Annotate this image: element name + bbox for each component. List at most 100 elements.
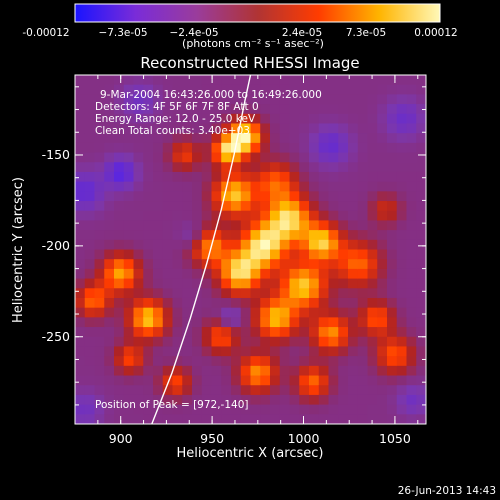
heatmap-cell <box>328 162 339 173</box>
heatmap-cell <box>406 268 417 280</box>
heatmap-cell <box>114 317 125 328</box>
heatmap-cell <box>201 307 213 318</box>
heatmap-cell <box>211 327 222 338</box>
heatmap-cell <box>357 133 369 144</box>
heatmap-cell <box>201 230 213 241</box>
heatmap-cell <box>367 356 378 367</box>
heatmap-cell <box>250 201 261 212</box>
heatmap-cell <box>153 191 164 202</box>
heatmap-cell <box>133 162 144 173</box>
heatmap-cell <box>309 152 320 163</box>
heatmap-cell <box>299 123 310 134</box>
heatmap-cell <box>338 404 349 415</box>
heatmap-cell <box>153 181 164 192</box>
heatmap-cell <box>279 297 291 309</box>
heatmap-cell <box>201 336 213 348</box>
heatmap-cell <box>172 278 183 289</box>
heatmap-cell <box>162 191 174 202</box>
heatmap-cell <box>416 317 426 328</box>
heatmap-cell <box>172 104 183 115</box>
heatmap-cell <box>84 317 96 328</box>
heatmap-cell <box>133 317 144 328</box>
heatmap-cell <box>172 123 183 134</box>
heatmap-cell <box>289 346 300 357</box>
heatmap-cell <box>114 191 125 202</box>
heatmap-cell <box>192 181 203 192</box>
heatmap-cell <box>377 220 388 231</box>
heatmap-cell <box>328 394 339 406</box>
heatmap-cell <box>114 259 125 270</box>
heatmap-cell <box>260 346 271 357</box>
footer-timestamp: 26-Jun-2013 14:43 <box>398 485 496 497</box>
heatmap-cell <box>114 171 125 183</box>
heatmap-cell <box>84 404 96 415</box>
heatmap-cell <box>94 385 105 396</box>
heatmap-cell <box>309 327 320 338</box>
heatmap-cell <box>387 171 398 183</box>
heatmap-cell <box>357 278 369 289</box>
heatmap-cell <box>211 239 222 251</box>
heatmap-cell <box>309 123 320 134</box>
heatmap-cell <box>94 268 105 280</box>
heatmap-cell <box>231 210 242 222</box>
heatmap-cell <box>172 404 183 415</box>
heatmap-cell <box>357 171 369 183</box>
heatmap-cell <box>75 162 86 173</box>
heatmap-cell <box>201 181 213 192</box>
heatmap-cell <box>201 365 213 377</box>
heatmap-cell <box>328 268 339 280</box>
colorbar-unit-label: (photons cm⁻² s⁻¹ asec⁻²) <box>182 37 324 50</box>
heatmap-cell <box>357 375 369 386</box>
heatmap-cell <box>192 220 203 231</box>
heatmap-cell <box>114 268 125 280</box>
heatmap-cell <box>143 268 154 280</box>
heatmap-cell <box>172 365 183 377</box>
heatmap-cell <box>162 375 174 386</box>
heatmap-cell <box>250 317 261 328</box>
heatmap-cell <box>250 94 261 105</box>
heatmap-cell <box>75 171 86 183</box>
heatmap-cell <box>406 249 417 260</box>
heatmap-cell <box>289 84 300 95</box>
heatmap-cell <box>406 75 417 86</box>
heatmap-cell <box>221 171 232 183</box>
heatmap-cell <box>162 84 174 95</box>
heatmap-cell <box>153 307 164 318</box>
heatmap-cell <box>104 365 115 377</box>
heatmap-cell <box>162 404 174 415</box>
heatmap-cell <box>338 84 349 95</box>
heatmap-cell <box>75 414 86 424</box>
heatmap-cell <box>84 191 96 202</box>
heatmap-cell <box>114 210 125 222</box>
heatmap-cell <box>123 346 135 357</box>
heatmap-cell <box>201 191 213 202</box>
heatmap-cell <box>104 268 115 280</box>
heatmap-cell <box>377 104 388 115</box>
heatmap-cell <box>416 307 426 318</box>
heatmap-cell <box>270 162 281 173</box>
heatmap-cell <box>309 297 320 309</box>
heatmap-cell <box>143 375 154 386</box>
heatmap-cell <box>250 113 261 125</box>
heatmap-cell <box>94 210 105 222</box>
heatmap-cell <box>270 346 281 357</box>
heatmap-cell <box>318 278 330 289</box>
heatmap-cell <box>221 346 232 357</box>
heatmap-cell <box>250 278 261 289</box>
heatmap-cell <box>328 414 339 424</box>
heatmap-cell <box>396 288 408 299</box>
heatmap-cell <box>192 104 203 115</box>
heatmap-cell <box>338 142 349 154</box>
heatmap-cell <box>260 317 271 328</box>
heatmap-cell <box>162 414 174 424</box>
y-tick-label: -250 <box>42 329 70 344</box>
heatmap-cell <box>153 171 164 183</box>
heatmap-cell <box>377 94 388 105</box>
heatmap-cell <box>192 414 203 424</box>
heatmap-cell <box>192 394 203 406</box>
heatmap-cell <box>270 220 281 231</box>
heatmap-cell <box>387 278 398 289</box>
heatmap-cell <box>270 394 281 406</box>
heatmap-cell <box>172 307 183 318</box>
heatmap-cell <box>172 288 183 299</box>
